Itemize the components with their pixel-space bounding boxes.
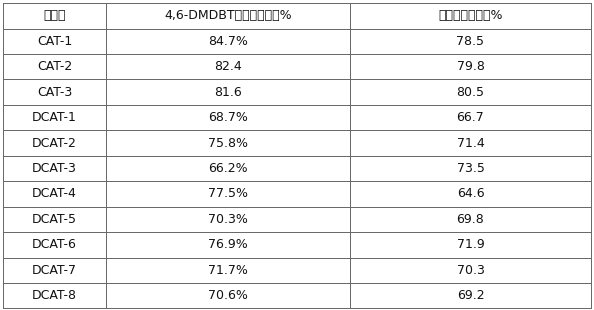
Text: 80.5: 80.5	[456, 86, 485, 99]
Bar	[106, 130, 350, 156]
Bar	[350, 29, 591, 54]
Text: 84.7%: 84.7%	[208, 35, 248, 48]
Text: DCAT-1: DCAT-1	[32, 111, 77, 124]
Bar	[3, 232, 106, 258]
Text: 69.8: 69.8	[457, 213, 484, 226]
Bar	[106, 79, 350, 105]
Bar	[3, 181, 106, 207]
Text: 68.7%: 68.7%	[208, 111, 248, 124]
Text: CAT-1: CAT-1	[37, 35, 72, 48]
Bar	[3, 258, 106, 283]
Bar	[106, 156, 350, 181]
Bar	[106, 105, 350, 130]
Bar	[350, 79, 591, 105]
Text: 73.5: 73.5	[457, 162, 485, 175]
Text: DCAT-6: DCAT-6	[32, 238, 77, 251]
Text: 79.8: 79.8	[457, 60, 485, 73]
Text: 70.3%: 70.3%	[208, 213, 248, 226]
Bar	[350, 232, 591, 258]
Text: 77.5%: 77.5%	[208, 188, 248, 201]
Bar	[350, 181, 591, 207]
Text: 70.3: 70.3	[457, 264, 485, 277]
Bar	[106, 258, 350, 283]
Text: 64.6: 64.6	[457, 188, 484, 201]
Text: 萸饱和转化率，%: 萸饱和转化率，%	[438, 9, 503, 22]
Bar	[3, 3, 106, 29]
Bar	[3, 79, 106, 105]
Bar	[3, 54, 106, 79]
Text: DCAT-5: DCAT-5	[32, 213, 77, 226]
Bar	[106, 207, 350, 232]
Bar	[350, 258, 591, 283]
Bar	[3, 283, 106, 308]
Bar	[3, 29, 106, 54]
Text: 69.2: 69.2	[457, 289, 484, 302]
Bar	[3, 207, 106, 232]
Bar	[3, 156, 106, 181]
Bar	[106, 29, 350, 54]
Bar	[106, 54, 350, 79]
Bar	[106, 181, 350, 207]
Text: DCAT-4: DCAT-4	[32, 188, 77, 201]
Text: DCAT-8: DCAT-8	[32, 289, 77, 302]
Text: 81.6: 81.6	[214, 86, 242, 99]
Text: 76.9%: 76.9%	[208, 238, 248, 251]
Bar	[3, 105, 106, 130]
Bar	[3, 130, 106, 156]
Bar	[350, 54, 591, 79]
Bar	[350, 3, 591, 29]
Text: 70.6%: 70.6%	[208, 289, 248, 302]
Bar	[350, 130, 591, 156]
Text: 78.5: 78.5	[456, 35, 485, 48]
Text: 催化剑: 催化剑	[43, 9, 66, 22]
Text: CAT-2: CAT-2	[37, 60, 72, 73]
Text: 4,6-DMDBT脱硫转化率，%: 4,6-DMDBT脱硫转化率，%	[164, 9, 292, 22]
Text: 66.2%: 66.2%	[208, 162, 248, 175]
Bar	[350, 105, 591, 130]
Bar	[106, 283, 350, 308]
Text: 66.7: 66.7	[457, 111, 484, 124]
Bar	[106, 232, 350, 258]
Text: 71.4: 71.4	[457, 136, 484, 149]
Text: 71.7%: 71.7%	[208, 264, 248, 277]
Text: CAT-3: CAT-3	[37, 86, 72, 99]
Text: DCAT-3: DCAT-3	[32, 162, 77, 175]
Text: 82.4: 82.4	[214, 60, 242, 73]
Text: 75.8%: 75.8%	[208, 136, 248, 149]
Bar	[350, 283, 591, 308]
Text: 71.9: 71.9	[457, 238, 484, 251]
Text: DCAT-7: DCAT-7	[32, 264, 77, 277]
Bar	[350, 207, 591, 232]
Bar	[350, 156, 591, 181]
Text: DCAT-2: DCAT-2	[32, 136, 77, 149]
Bar	[106, 3, 350, 29]
